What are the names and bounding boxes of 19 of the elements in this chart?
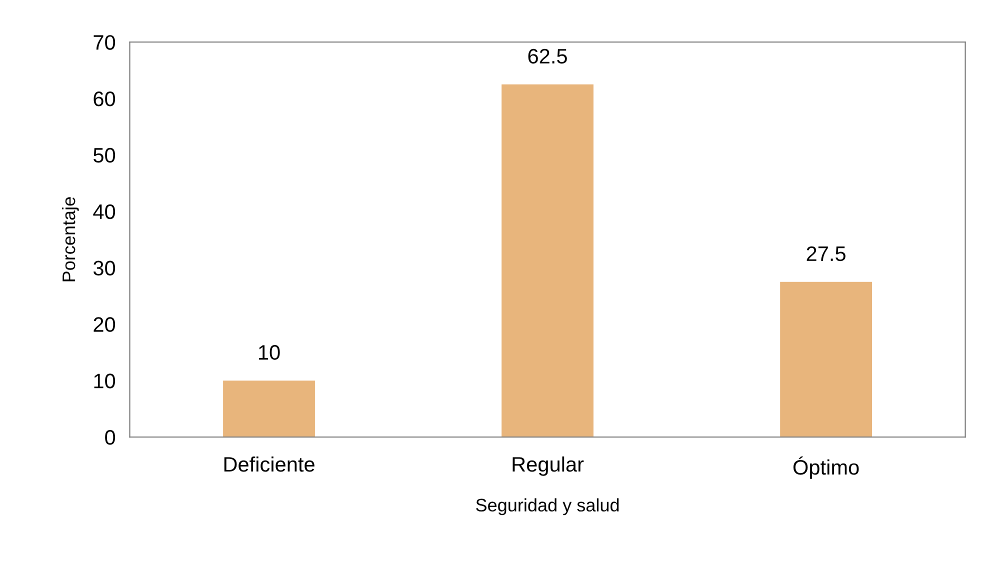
y-tick-label: 70 — [94, 35, 116, 50]
y-tick-label: 60 — [94, 91, 116, 106]
x-axis-title: Seguridad y salud — [476, 498, 619, 516]
x-tick-label: Deficiente — [224, 456, 314, 472]
y-tick-label: 50 — [94, 148, 116, 163]
data-label: 10 — [259, 345, 280, 360]
y-tick-label: 0 — [105, 430, 116, 445]
x-tick-label: Óptimo — [793, 456, 859, 479]
y-tick-label: 30 — [93, 260, 116, 276]
y-tick-label: 40 — [93, 204, 116, 220]
x-tick-label: Regular — [512, 456, 584, 476]
y-tick-label: 20 — [94, 317, 116, 332]
bar — [223, 380, 315, 438]
data-label: 62.5 — [528, 48, 567, 64]
y-axis-title: Porcentaje — [62, 197, 79, 282]
bar — [502, 84, 594, 438]
bar — [780, 282, 872, 438]
y-tick-label: 10 — [94, 374, 116, 388]
data-label: 27.5 — [806, 246, 846, 262]
